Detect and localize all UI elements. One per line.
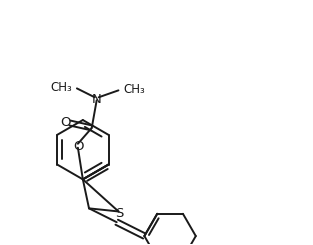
Text: CH₃: CH₃ — [123, 83, 145, 96]
Text: CH₃: CH₃ — [50, 81, 72, 94]
Text: S: S — [115, 207, 124, 220]
Text: O: O — [60, 116, 70, 130]
Text: N: N — [92, 93, 101, 106]
Text: O: O — [74, 140, 84, 153]
